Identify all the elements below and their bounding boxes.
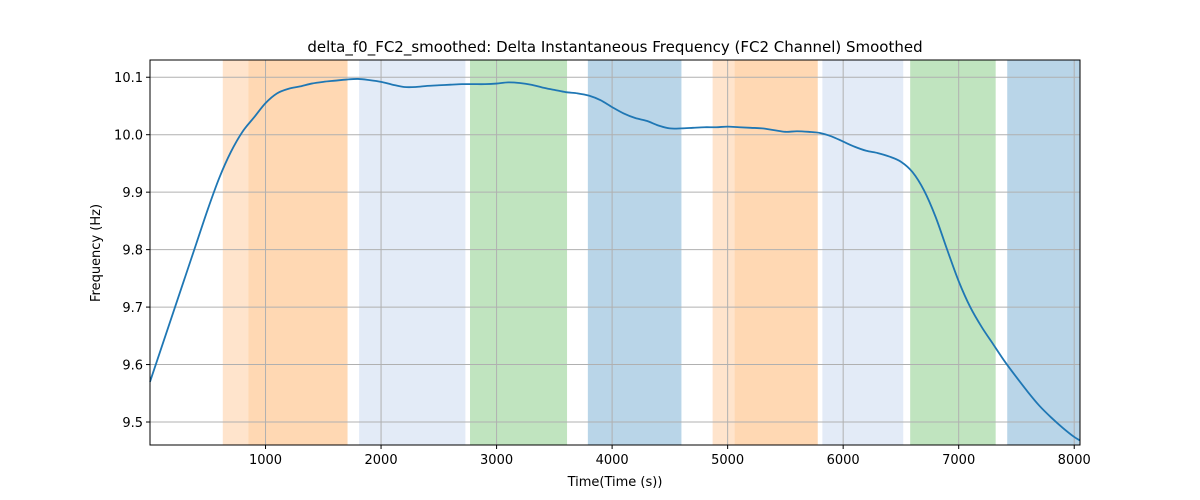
shaded-region [470,60,568,445]
grid-lines [150,60,1080,445]
shaded-region [248,60,348,445]
shaded-region [822,60,904,445]
shaded-region [1007,60,1080,445]
shaded-region [222,60,249,445]
shaded-region [587,60,682,445]
y-tick-label: 9.9 [122,186,143,201]
y-tick-label: 9.6 [122,359,143,374]
y-tick-label: 9.7 [122,301,143,316]
series-line [149,78,1081,442]
x-tick-label: 4000 [596,453,629,468]
x-tick-label: 5000 [711,453,744,468]
shaded-region [734,60,818,445]
y-axis-label: Frequency (Hz) [89,204,104,302]
series-layer [149,78,1081,442]
x-axis-label: Time(Time (s)) [567,475,663,490]
x-tick-label: 2000 [365,453,398,468]
y-axis-ticks: 9.5 9.6 9.7 9.8 9.9 10.0 10.1 [114,71,150,431]
chart-title: delta_f0_FC2_smoothed: Delta Instantaneo… [307,38,922,57]
shaded-region [359,60,466,445]
shaded-regions [222,60,1080,445]
x-tick-label: 6000 [827,453,860,468]
x-tick-label: 3000 [480,453,513,468]
y-tick-label: 9.8 [122,244,143,259]
y-tick-label: 10.0 [114,129,143,144]
x-axis-ticks: 1000 2000 3000 4000 5000 6000 7000 8000 [249,445,1091,468]
y-tick-label: 10.1 [114,71,143,86]
y-tick-label: 9.5 [122,416,143,431]
x-tick-label: 7000 [942,453,975,468]
x-tick-label: 8000 [1058,453,1091,468]
x-tick-label: 1000 [249,453,282,468]
plot-frame [149,59,1081,446]
shaded-region [712,60,735,445]
shaded-region [910,60,996,445]
